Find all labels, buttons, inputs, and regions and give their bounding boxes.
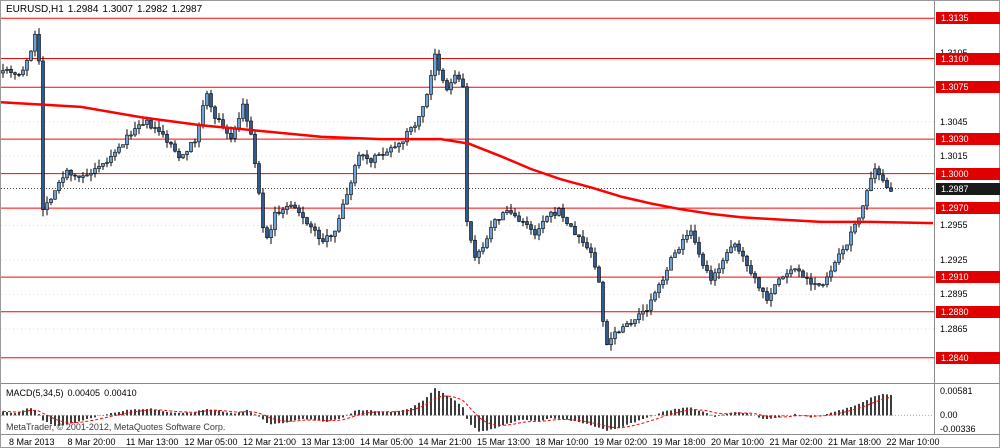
- price-level-badge: 1.2970: [936, 202, 1000, 214]
- price-level-badge: 1.3135: [936, 12, 1000, 24]
- time-axis-label: 18 Mar 10:00: [536, 437, 589, 447]
- time-axis-label: 14 Mar 21:00: [419, 437, 472, 447]
- symbol-period-label: EURUSD,H1: [6, 4, 64, 15]
- pane-separator[interactable]: [1, 383, 1000, 384]
- price-level-badge: 1.2880: [936, 306, 1000, 318]
- time-axis-label: 15 Mar 13:00: [477, 437, 530, 447]
- macd-value-signal: 0.00410: [104, 388, 137, 398]
- price-axis-label: 1.2865: [940, 324, 968, 334]
- ohlc-close: 1.2987: [172, 4, 203, 15]
- time-axis[interactable]: 8 Mar 2013 8 Mar 20:00 11 Mar 13:00 12 Mar …: [1, 435, 1000, 448]
- ohlc-high: 1.3007: [102, 4, 133, 15]
- time-axis-label: 8 Mar 2013: [9, 437, 55, 447]
- time-axis-label: 14 Mar 05:00: [360, 437, 413, 447]
- candlesticks: [2, 28, 893, 351]
- chart-window: { "window": { "symbol_period": "EURUSD,H…: [0, 0, 1000, 448]
- price-axis[interactable]: 1.31051.30451.30151.29551.29251.28951.28…: [935, 1, 1000, 383]
- price-level-badge: 1.3030: [936, 133, 1000, 145]
- macd-axis-label: 0.00581: [940, 386, 973, 396]
- macd-axis-label: 0.00: [940, 410, 958, 420]
- price-level-badge: 1.3075: [936, 81, 1000, 93]
- time-axis-label: 8 Mar 20:00: [68, 437, 116, 447]
- macd-value-main: 0.00405: [68, 388, 101, 398]
- bid-price-badge: 1.2987: [936, 183, 1000, 195]
- macd-indicator-label: MACD(5,34,5) 0.004050.00410: [6, 388, 141, 398]
- ohlc-open: 1.2984: [68, 4, 99, 15]
- time-axis-label: 22 Mar 10:00: [887, 437, 940, 447]
- macd-axis[interactable]: 0.00581 0.00 -0.00336: [935, 385, 1000, 433]
- price-axis-label: 1.2955: [940, 220, 968, 230]
- time-axis-label: 21 Mar 02:00: [770, 437, 823, 447]
- main-chart-pane: EURUSD,H1 1.29841.3007 1.2982 1.2987: [1, 1, 1000, 383]
- time-axis-label: 12 Mar 05:00: [185, 437, 238, 447]
- time-axis-label: 13 Mar 13:00: [302, 437, 355, 447]
- time-axis-label: 11 Mar 13:00: [126, 437, 178, 447]
- price-plot-svg[interactable]: [1, 1, 934, 383]
- price-level-badge: 1.3000: [936, 168, 1000, 180]
- time-axis-label: 12 Mar 21:00: [243, 437, 296, 447]
- time-axis-label: 19 Mar 02:00: [594, 437, 647, 447]
- ohlc-low: 1.2982: [137, 4, 168, 15]
- macd-name: MACD(5,34,5): [6, 388, 64, 398]
- price-level-badge: 1.3100: [936, 53, 1000, 65]
- macd-axis-label: -0.00336: [940, 424, 976, 434]
- price-axis-label: 1.3015: [940, 151, 968, 161]
- time-axis-label: 21 Mar 18:00: [828, 437, 881, 447]
- price-level-badge: 1.2910: [936, 271, 1000, 283]
- price-axis-label: 1.3045: [940, 117, 968, 127]
- price-level-badge: 1.2840: [936, 352, 1000, 364]
- copyright-watermark: MetaTrader, © 2001-2012, MetaQuotes Soft…: [6, 422, 225, 432]
- price-axis-label: 1.2895: [940, 289, 968, 299]
- time-axis-label: 19 Mar 18:00: [653, 437, 706, 447]
- chart-ohlc-header: EURUSD,H1 1.29841.3007 1.2982 1.2987: [6, 4, 206, 15]
- time-axis-label: 20 Mar 10:00: [711, 437, 764, 447]
- price-axis-label: 1.2925: [940, 255, 968, 265]
